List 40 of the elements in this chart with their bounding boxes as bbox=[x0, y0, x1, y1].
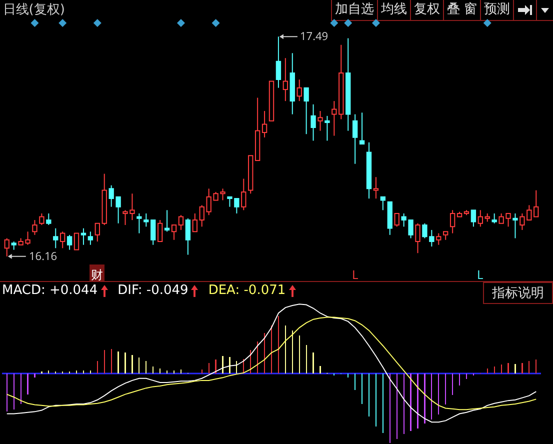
candlestick bbox=[436, 232, 442, 246]
candlestick bbox=[484, 212, 490, 222]
text: 财 bbox=[91, 266, 103, 283]
candlestick bbox=[60, 231, 66, 249]
candlestick bbox=[373, 176, 379, 200]
candlestick bbox=[512, 212, 518, 239]
text: 均线 bbox=[376, 0, 410, 20]
candlestick bbox=[324, 115, 330, 142]
candlestick bbox=[450, 210, 456, 234]
candlestick bbox=[478, 210, 483, 228]
candlestick bbox=[144, 212, 149, 228]
candlestick bbox=[136, 212, 142, 234]
candlestick bbox=[310, 104, 316, 142]
candlestick bbox=[346, 38, 351, 132]
text: L bbox=[477, 266, 484, 283]
text: 加自选 bbox=[330, 0, 377, 20]
candlestick bbox=[318, 110, 323, 132]
text: DEA: -0.071 bbox=[208, 283, 286, 298]
annotation: 17.49 bbox=[300, 29, 328, 44]
text: DIF: -0.049 bbox=[118, 283, 188, 298]
text: 叠 窗 bbox=[442, 0, 480, 20]
candlestick bbox=[241, 178, 246, 211]
candlestick bbox=[290, 52, 295, 115]
chart-title: 日线(复权) bbox=[2, 2, 65, 18]
candlestick bbox=[80, 228, 86, 246]
annotation: 16.16 bbox=[29, 249, 58, 264]
candlestick bbox=[282, 58, 288, 102]
candlestick bbox=[352, 114, 358, 164]
text: MACD: +0.044 bbox=[2, 283, 98, 298]
candlestick bbox=[296, 79, 302, 102]
candlestick bbox=[366, 142, 372, 200]
candlestick bbox=[492, 212, 497, 224]
candlestick bbox=[53, 228, 58, 249]
candlestick bbox=[88, 231, 94, 246]
candlestick bbox=[262, 110, 268, 138]
candlestick bbox=[32, 220, 38, 236]
text: 复权 bbox=[410, 0, 443, 20]
text: L bbox=[352, 266, 358, 283]
text: 预测 bbox=[480, 0, 513, 20]
text: 指标说明 bbox=[483, 282, 553, 304]
